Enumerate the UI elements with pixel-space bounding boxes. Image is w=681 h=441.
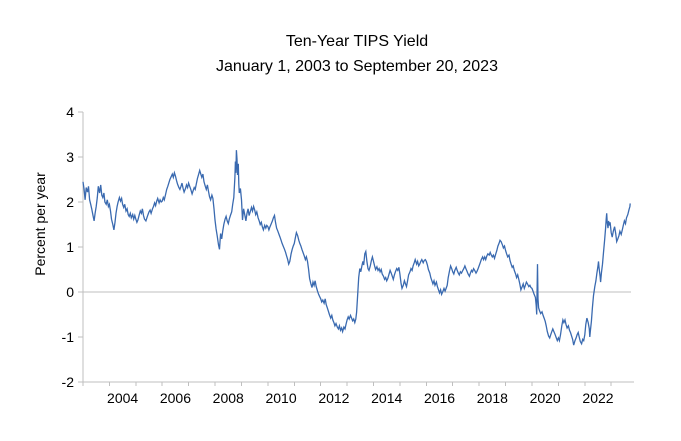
x-tick-label: 2020	[529, 390, 561, 406]
y-tick-label: 3	[66, 149, 74, 165]
y-tick-label: 4	[66, 104, 74, 120]
y-tick-label: -1	[61, 329, 74, 345]
y-tick-label: 1	[66, 239, 74, 255]
chart-subtitle: January 1, 2003 to September 20, 2023	[216, 58, 498, 75]
y-tick-label: 0	[66, 284, 74, 300]
y-tick-label: 2	[66, 194, 74, 210]
x-tick-label: 2008	[212, 390, 244, 406]
chart-title: Ten-Year TIPS Yield	[285, 33, 429, 50]
y-tick-label: -2	[61, 374, 74, 390]
tips-yield-series-line	[82, 150, 631, 346]
x-tick-label: 2010	[265, 390, 297, 406]
x-tick-label: 2004	[107, 390, 139, 406]
x-tick-label: 2006	[159, 390, 191, 406]
x-tick-label: 2022	[582, 390, 614, 406]
x-tick-label: 2014	[371, 390, 403, 406]
x-tick-label: 2012	[318, 390, 350, 406]
x-tick-label: 2018	[476, 390, 508, 406]
x-tick-label: 2016	[423, 390, 456, 406]
